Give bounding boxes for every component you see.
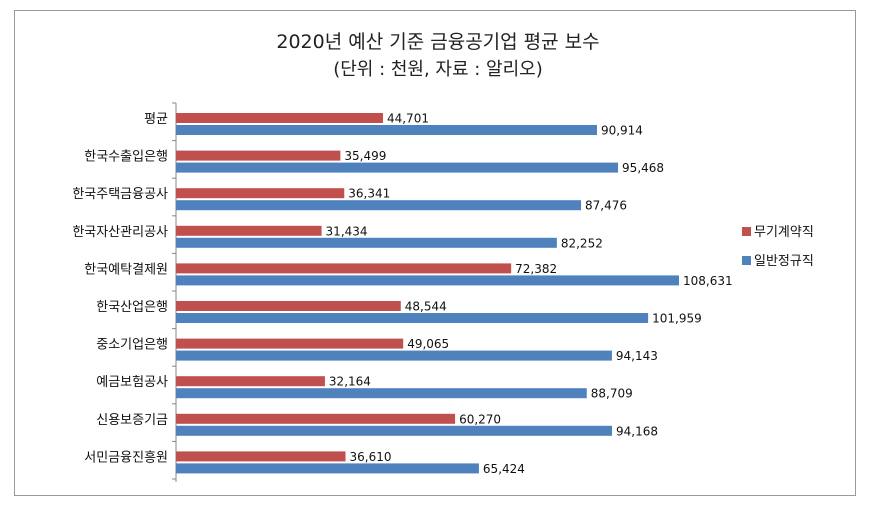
category-label: 한국수출입은행 xyxy=(84,149,168,165)
bar-series2 xyxy=(176,200,582,211)
category-label: 한국자산관리공사 xyxy=(72,225,168,240)
category-label: 한국주택금융공사 xyxy=(72,187,168,202)
bars-group: 평균 44,701 90,914 한국수출입은행 35,499 95,468 한국주택금융공… xyxy=(72,102,733,480)
data-label: 35,499 xyxy=(344,149,386,163)
bar-series1 xyxy=(176,150,341,161)
bar-series2 xyxy=(176,425,613,436)
bar-series2 xyxy=(176,275,679,286)
bar-series1 xyxy=(176,263,512,274)
legend-swatch xyxy=(742,256,751,265)
data-label: 101,959 xyxy=(652,312,702,326)
data-label: 108,631 xyxy=(683,274,733,288)
bar-series1 xyxy=(176,225,322,236)
data-label: 87,476 xyxy=(585,199,627,213)
legend-label: 무기계약직 xyxy=(754,225,814,240)
legend-swatch xyxy=(742,227,751,236)
data-label: 49,065 xyxy=(407,337,449,351)
bar-series2 xyxy=(176,388,587,399)
data-label: 72,382 xyxy=(515,262,557,276)
bar-series2 xyxy=(176,125,597,135)
data-label: 82,252 xyxy=(561,236,603,250)
data-label: 60,270 xyxy=(459,412,501,426)
bar-series1 xyxy=(176,451,346,462)
bar-series1 xyxy=(176,188,345,199)
category-label: 서민금융진흥원 xyxy=(84,450,168,465)
data-label: 32,164 xyxy=(329,375,371,389)
data-label: 36,610 xyxy=(350,450,392,464)
data-label: 90,914 xyxy=(601,124,643,138)
chart-title: 2020년 예산 기준 금융공기업 평균 보수 xyxy=(276,31,599,53)
bar-series1 xyxy=(176,338,404,349)
bar-series2 xyxy=(176,350,612,361)
bar-series1 xyxy=(176,113,383,123)
category-label: 평균 xyxy=(144,112,168,127)
data-label: 88,709 xyxy=(591,387,633,401)
legend-label: 일반정규직 xyxy=(754,254,814,269)
data-label: 36,341 xyxy=(348,187,390,201)
bar-series2 xyxy=(176,463,479,474)
bar-series1 xyxy=(176,301,401,311)
category-label: 중소기업은행 xyxy=(96,337,168,353)
bar-series2 xyxy=(176,237,557,248)
data-label: 95,468 xyxy=(622,161,664,175)
data-label: 94,143 xyxy=(616,349,658,363)
bar-series1 xyxy=(176,376,325,387)
data-label: 48,544 xyxy=(405,300,447,314)
data-label: 65,424 xyxy=(483,462,525,476)
bar-series1 xyxy=(176,413,456,424)
category-label: 신용보증기금 xyxy=(96,413,168,428)
category-label: 한국예탁결제원 xyxy=(84,262,168,277)
data-label: 31,434 xyxy=(326,224,368,238)
category-label: 예금보험공사 xyxy=(96,375,168,390)
category-label: 한국산업은행 xyxy=(96,299,168,315)
chart-subtitle: (단위 : 천원, 자료 : 알리오) xyxy=(333,59,543,80)
data-label: 44,701 xyxy=(387,112,429,126)
data-label: 94,168 xyxy=(616,424,658,438)
bar-series2 xyxy=(176,313,649,323)
bar-series2 xyxy=(176,162,619,173)
